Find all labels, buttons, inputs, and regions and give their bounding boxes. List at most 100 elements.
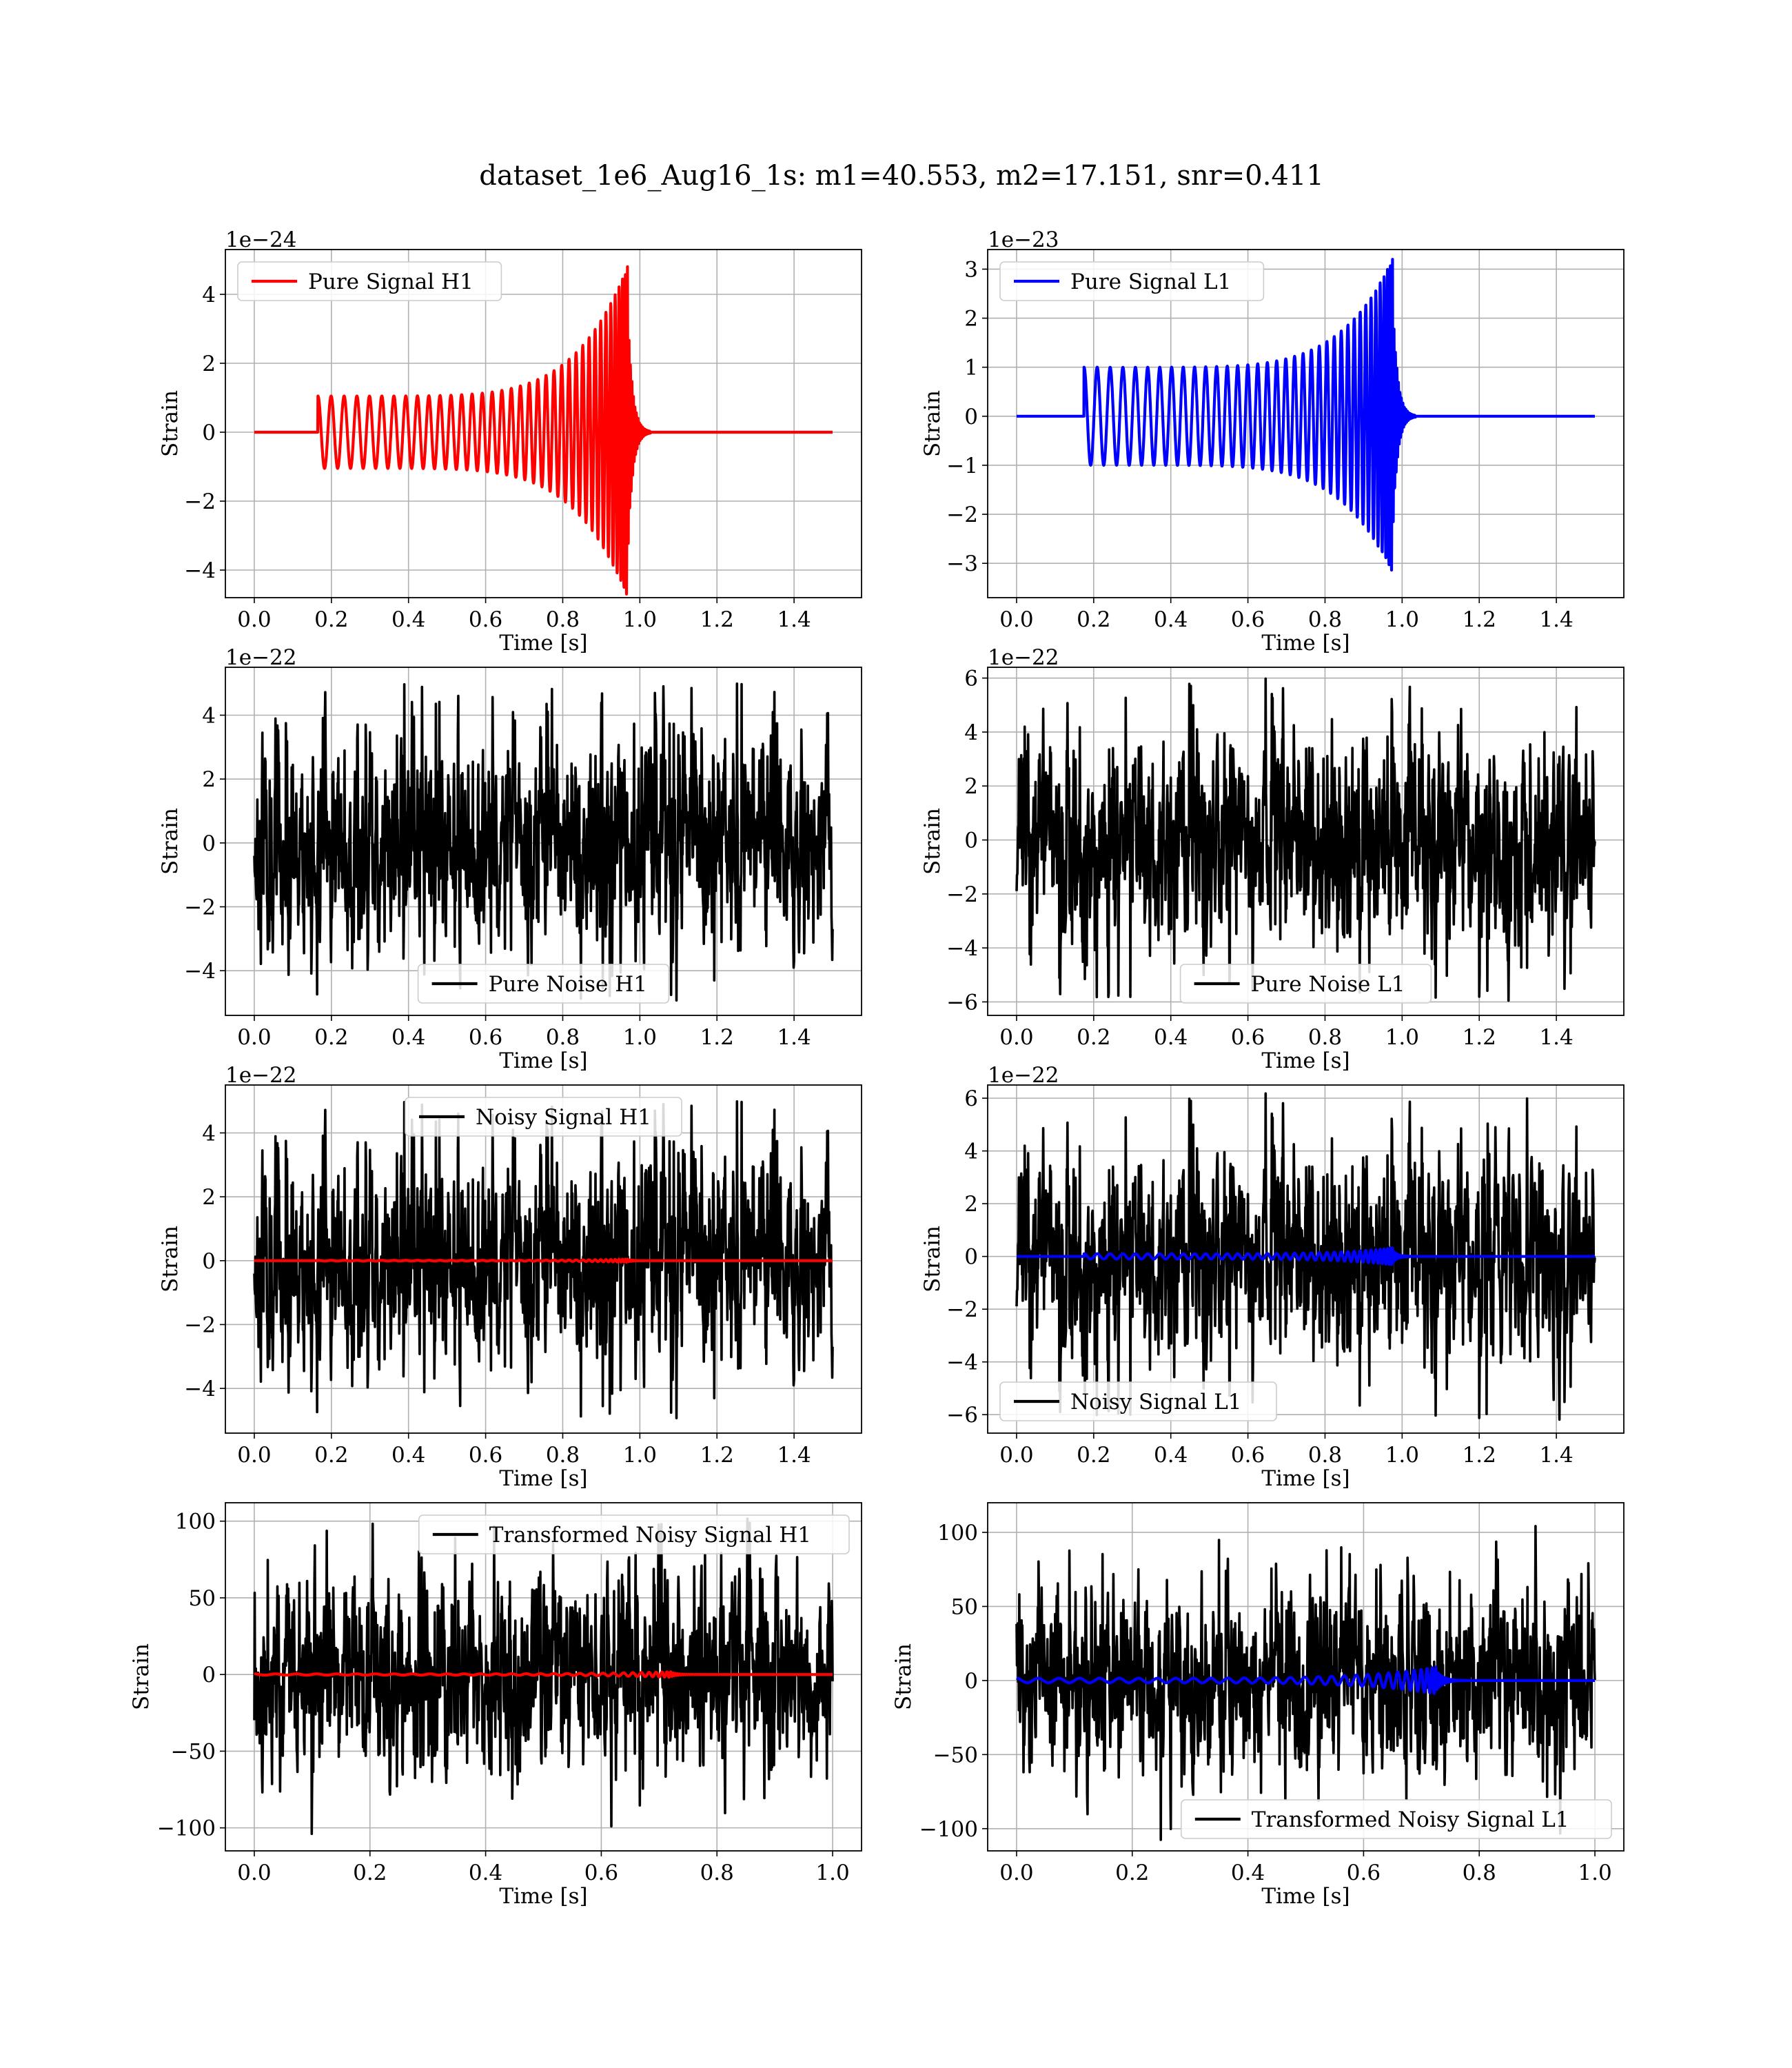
series-line-0 [1015,677,1596,1002]
axis-offset-text: 1e−22 [225,645,297,670]
legend-label: Pure Noise H1 [489,972,647,997]
x-tick-label: 0.4 [1154,1025,1188,1050]
x-tick-label: 1.2 [1463,607,1496,632]
y-tick-label: 4 [964,720,978,745]
series-line-0 [1015,258,1596,572]
chart-panel-l1-pure-noise: 0.0 0.2 0.4 0.6 0.8 1.0 1.2 1.4 −6 −4 −2 0 2 4 6 Time [… [920,645,1625,1073]
legend-label: Transformed Noisy Signal L1 [1252,1807,1569,1832]
panels: 0.0 0.2 0.4 0.6 0.8 1.0 1.2 1.4 −4 −2 0 2 4 Time [s] S… [129,227,1625,1909]
y-tick-label: 2 [964,774,978,799]
y-tick-label: −6 [946,1403,978,1428]
series-line-0 [253,1517,834,1836]
x-tick-label: 0.4 [1154,1443,1188,1468]
x-axis-label: Time [s] [499,1048,587,1073]
x-tick-label: 0.6 [469,1025,502,1050]
axis-offset-text: 1e−22 [988,645,1059,670]
x-tick-label: 0.0 [999,1861,1033,1885]
x-tick-label: 0.4 [391,1443,425,1468]
x-tick-label: 0.4 [1231,1861,1265,1885]
y-tick-label: 2 [202,767,216,792]
y-tick-label: −50 [171,1739,216,1764]
series-line-0 [1015,1525,1596,1841]
axes-frame [987,249,1625,598]
x-tick-label: 0.2 [314,1025,348,1050]
x-tick-label: 1.0 [1578,1861,1611,1885]
chart-panel-l1-transformed: 0.0 0.2 0.4 0.6 0.8 1.0 −100 −50 0 50 100 Time [s] S… [891,1502,1625,1909]
x-tick-label: 0.8 [546,607,580,632]
chart-panel-l1-noisy-signal: 0.0 0.2 0.4 0.6 0.8 1.0 1.2 1.4 −6 −4 −2 0 2 4 6 Time [… [920,1063,1625,1491]
y-axis-label: Strain [920,1226,945,1292]
x-tick-label: 1.0 [1385,1443,1419,1468]
x-tick-label: 1.0 [815,1861,849,1885]
x-tick-label: 1.4 [1539,607,1573,632]
x-tick-label: 0.8 [546,1443,580,1468]
y-tick-label: 2 [964,307,978,332]
x-tick-label: 0.8 [700,1861,734,1885]
y-tick-label: 2 [964,1192,978,1217]
series-line-0 [1015,1092,1596,1421]
legend: Pure Noise L1 [1179,964,1432,1004]
legend-label: Pure Noise L1 [1251,972,1405,997]
x-tick-label: 0.4 [1154,607,1188,632]
series-group [253,1100,834,1420]
x-tick-label: 0.8 [546,1025,580,1050]
y-tick-label: 1 [964,356,978,381]
legend: Pure Signal H1 [237,261,502,301]
x-tick-label: 0.2 [1077,607,1110,632]
x-tick-label: 1.0 [623,1025,657,1050]
y-tick-label: −2 [946,503,978,527]
legend-box [418,1514,850,1554]
series-line-1 [253,1670,834,1679]
chart-panel-l1-pure-signal: 0.0 0.2 0.4 0.6 0.8 1.0 1.2 1.4 −3 −2 −1 0 1 2 3 Time [… [920,227,1625,656]
x-tick-label: 0.0 [237,1443,271,1468]
legend-box [999,1381,1277,1421]
y-tick-label: 2 [202,352,216,376]
y-tick-label: 4 [964,1139,978,1164]
y-tick-label: 0 [202,1249,216,1274]
y-tick-label: 3 [964,257,978,282]
x-tick-label: 1.4 [777,1443,811,1468]
x-tick-label: 0.2 [1077,1443,1110,1468]
x-tick-label: 0.8 [1308,607,1342,632]
series-line-0 [253,265,834,596]
x-tick-label: 1.2 [1463,1443,1496,1468]
axis-offset-text: 1e−24 [225,227,297,252]
series-line-1 [253,1257,834,1264]
axes-frame [987,1502,1625,1852]
x-tick-label: 0.6 [469,607,502,632]
x-axis-label: Time [s] [1261,1884,1350,1909]
series-line-1 [1015,1665,1596,1695]
y-tick-label: 2 [202,1185,216,1210]
y-tick-label: 100 [937,1521,978,1545]
x-tick-label: 0.2 [1115,1861,1149,1885]
x-tick-label: 0.8 [1308,1443,1342,1468]
y-tick-label: 0 [964,1669,978,1694]
y-tick-label: −1 [946,454,978,478]
y-tick-label: 0 [202,831,216,856]
legend-box [1179,964,1432,1004]
y-tick-label: 4 [202,703,216,728]
x-tick-label: 0.2 [1077,1025,1110,1050]
axes-frame [225,1502,862,1852]
series-group [1015,1092,1596,1421]
series-group [253,682,834,1002]
series-line-0 [253,682,834,1002]
x-tick-label: 0.6 [1231,1443,1265,1468]
axes-frame [225,1084,862,1434]
legend-label: Noisy Signal H1 [476,1105,651,1130]
figure-title: dataset_1e6_Aug16_1s: m1=40.553, m2=17.1… [479,160,1324,192]
x-tick-label: 1.0 [1385,1025,1419,1050]
y-tick-label: −2 [946,1297,978,1322]
y-tick-label: 4 [202,1121,216,1146]
x-tick-label: 1.2 [700,607,734,632]
axis-offset-text: 1e−23 [988,227,1059,252]
series-line-1 [1015,1246,1596,1266]
legend: Noisy Signal L1 [999,1381,1277,1421]
series-line-0 [253,1100,834,1420]
legend-label: Transformed Noisy Signal H1 [489,1523,811,1548]
axes-frame [225,667,862,1016]
x-tick-label: 0.2 [314,607,348,632]
x-tick-label: 0.0 [237,1025,271,1050]
legend-label: Noisy Signal L1 [1070,1390,1242,1415]
